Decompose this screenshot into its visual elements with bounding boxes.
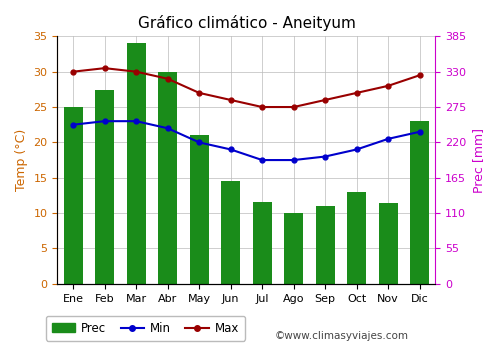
Text: ©www.climasyviajes.com: ©www.climasyviajes.com: [275, 331, 409, 341]
Bar: [379, 203, 398, 284]
Y-axis label: Temp (°C): Temp (°C): [15, 129, 28, 191]
Bar: [221, 181, 240, 284]
Y-axis label: Prec [mm]: Prec [mm]: [472, 127, 485, 192]
Bar: [410, 121, 429, 284]
Bar: [126, 43, 146, 284]
Bar: [252, 202, 272, 284]
Bar: [95, 90, 114, 284]
Bar: [64, 107, 82, 284]
Bar: [190, 135, 208, 284]
Bar: [316, 206, 334, 284]
Legend: Prec, Min, Max: Prec, Min, Max: [46, 316, 245, 341]
Bar: [284, 213, 303, 284]
Bar: [158, 72, 177, 284]
Title: Gráfico climático - Aneityum: Gráfico climático - Aneityum: [138, 15, 356, 31]
Bar: [348, 192, 366, 284]
